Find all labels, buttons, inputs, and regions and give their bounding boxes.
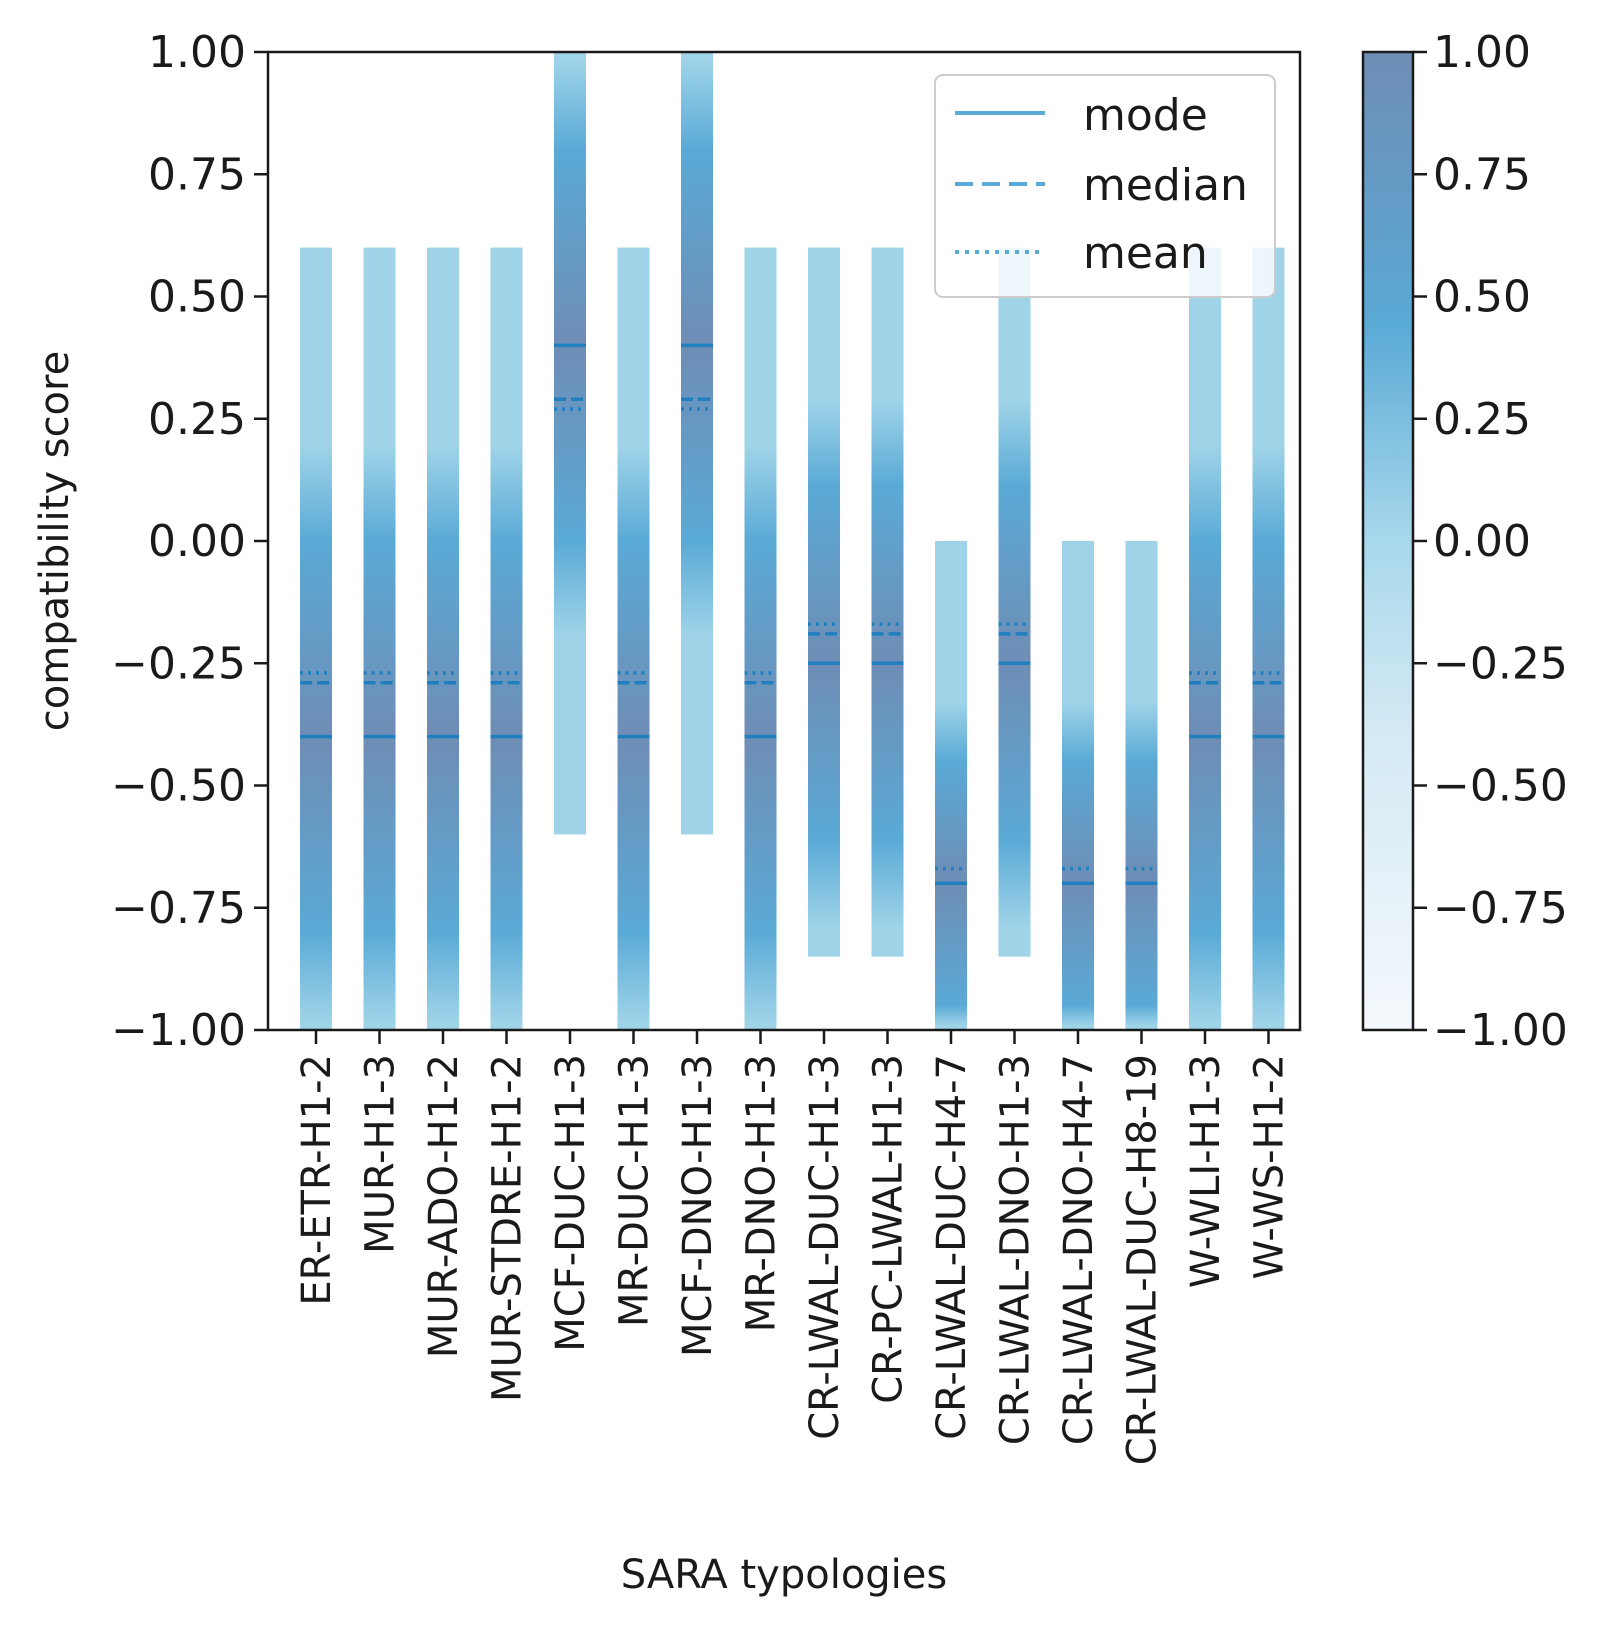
bar-cr-lwal-duc-h4-7 bbox=[935, 541, 967, 1030]
bar-cr-lwal-dno-h1-3 bbox=[998, 247, 1031, 957]
y-tick-label: 0.25 bbox=[148, 394, 246, 445]
x-tick-label: W-WS-H1-2 bbox=[1247, 1054, 1293, 1280]
bars-layer bbox=[300, 52, 1285, 1031]
y-axis: 1.00 0.75 0.50 0.25 0.00 −0.25 −0.50 −0.75 −1.00 bbox=[111, 27, 268, 1056]
stat-lines-layer bbox=[300, 343, 1285, 886]
y-tick-label: 1.00 bbox=[148, 27, 246, 78]
bar-mur-ado-h1-2 bbox=[427, 247, 459, 1031]
bar-w-ws-h1-2 bbox=[1252, 247, 1285, 1031]
colorbar-tick-label: −0.75 bbox=[1433, 883, 1568, 934]
y-tick-label: 0.00 bbox=[148, 516, 246, 567]
x-tick-label: CR-LWAL-DUC-H1-3 bbox=[802, 1054, 848, 1440]
colorbar-tick-label: 0.50 bbox=[1433, 272, 1531, 323]
colorbar-tick-label: 0.25 bbox=[1433, 394, 1531, 445]
x-tick-label: MUR-STDRE-H1-2 bbox=[485, 1054, 531, 1402]
colorbar-tick-label: 0.75 bbox=[1433, 149, 1531, 200]
x-tick-label: W-WLI-H1-3 bbox=[1183, 1054, 1229, 1288]
legend-median-label: median bbox=[1083, 160, 1248, 211]
bar-mcf-duc-h1-3 bbox=[554, 52, 586, 835]
y-tick-label: −0.75 bbox=[111, 883, 246, 934]
colorbar-ticks: 1.00 0.75 0.50 0.25 0.00 −0.25 −0.50 −0.75 −1.00 bbox=[1413, 27, 1568, 1056]
legend-mean-label: mean bbox=[1083, 228, 1208, 279]
bar-cr-pc-lwal-h1-3 bbox=[871, 247, 904, 957]
x-tick-label: MR-DNO-H1-3 bbox=[739, 1054, 785, 1332]
bar-er-etr-h1-2 bbox=[300, 247, 332, 1031]
y-tick-label: 0.75 bbox=[148, 149, 246, 200]
y-tick-label: −1.00 bbox=[111, 1005, 246, 1056]
bar-cr-lwal-duc-h1-3 bbox=[808, 247, 840, 957]
bar-mr-duc-h1-3 bbox=[617, 247, 650, 1031]
x-axis: ER-ETR-H1-2 MUR-H1-3 MUR-ADO-H1-2 MUR-STDRE… bbox=[294, 1030, 1293, 1465]
y-tick-label: −0.25 bbox=[111, 638, 246, 689]
y-axis-title: compatibility score bbox=[32, 351, 78, 731]
x-tick-label: MR-DUC-H1-3 bbox=[612, 1054, 658, 1327]
legend-mode-label: mode bbox=[1083, 90, 1208, 141]
x-tick-label: CR-LWAL-DNO-H4-7 bbox=[1056, 1054, 1102, 1445]
bar-w-wli-h1-3 bbox=[1189, 247, 1221, 1031]
bar-mcf-dno-h1-3 bbox=[681, 52, 713, 835]
x-tick-label: CR-PC-LWAL-H1-3 bbox=[866, 1054, 912, 1404]
x-axis-title: SARA typologies bbox=[621, 1552, 948, 1598]
y-tick-label: 0.50 bbox=[148, 272, 246, 323]
colorbar-tick-label: −0.50 bbox=[1433, 761, 1568, 812]
colorbar: 1.00 0.75 0.50 0.25 0.00 −0.25 −0.50 −0.75 −1.00 bbox=[1361, 27, 1568, 1056]
colorbar-tick-label: −1.00 bbox=[1433, 1005, 1568, 1056]
x-tick-label: CR-LWAL-DUC-H8-19 bbox=[1120, 1054, 1166, 1465]
y-tick-label: −0.50 bbox=[111, 761, 246, 812]
x-tick-label: ER-ETR-H1-2 bbox=[294, 1054, 340, 1306]
colorbar-tick-label: −0.25 bbox=[1433, 638, 1568, 689]
x-tick-label: MCF-DNO-H1-3 bbox=[675, 1054, 721, 1357]
colorbar-tick-label: 1.00 bbox=[1433, 27, 1531, 78]
bar-mur-h1-3 bbox=[363, 247, 396, 1031]
x-tick-label: CR-LWAL-DUC-H4-7 bbox=[929, 1054, 975, 1440]
bar-cr-lwal-dno-h4-7 bbox=[1062, 541, 1094, 1030]
x-tick-label: MUR-H1-3 bbox=[358, 1054, 404, 1254]
x-tick-label: MUR-ADO-H1-2 bbox=[421, 1054, 467, 1358]
bar-mur-stdre-h1-2 bbox=[490, 247, 523, 1031]
colorbar-tick-label: 0.00 bbox=[1433, 516, 1531, 567]
x-tick-label: CR-LWAL-DNO-H1-3 bbox=[993, 1054, 1039, 1445]
bar-mr-dno-h1-3 bbox=[744, 247, 777, 1031]
x-tick-label: MCF-DUC-H1-3 bbox=[548, 1054, 594, 1352]
colorbar-gradient bbox=[1361, 50, 1415, 1032]
bar-cr-lwal-duc-h8-19 bbox=[1125, 541, 1158, 1030]
legend: mode median mean bbox=[934, 74, 1276, 298]
legend-box bbox=[934, 74, 1276, 298]
